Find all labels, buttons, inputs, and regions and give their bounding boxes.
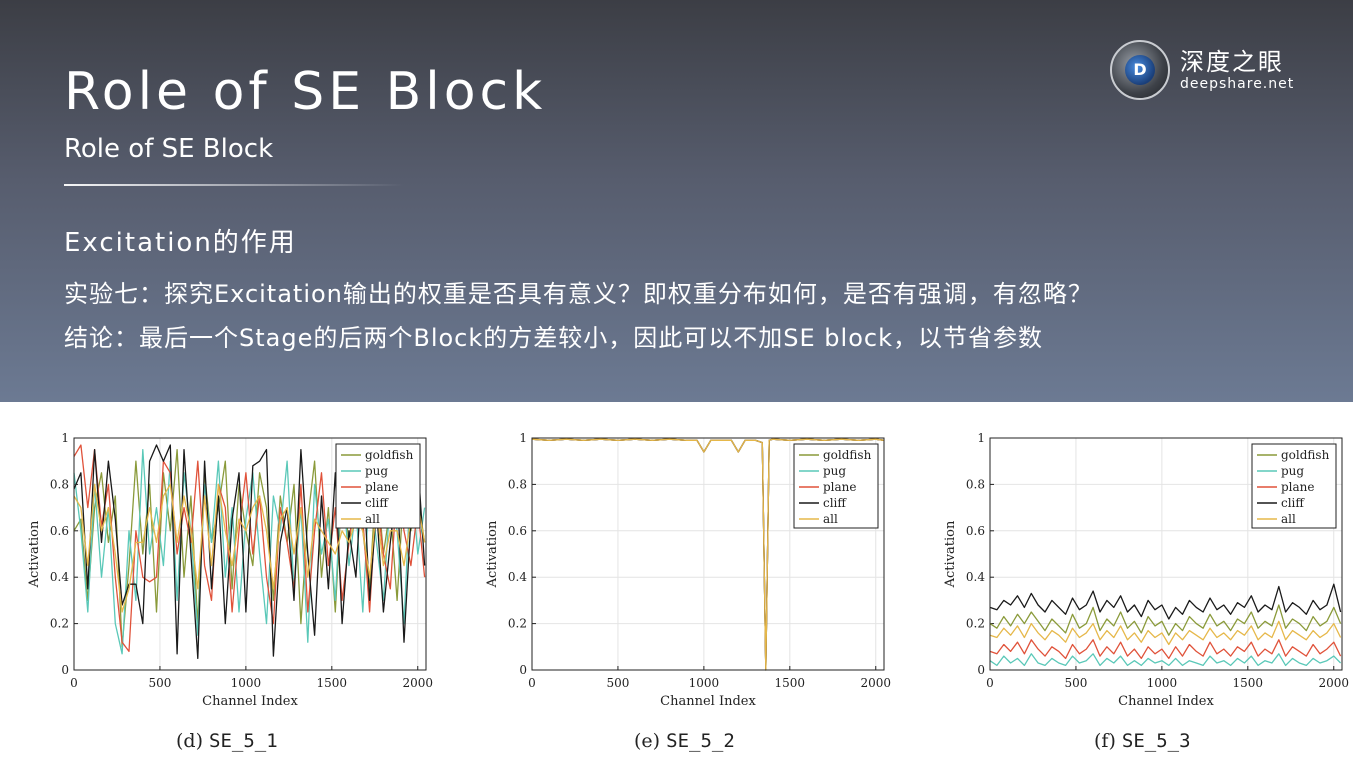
legend-label-plane: plane <box>1281 480 1315 494</box>
caption-se-5-2: (e) SE_5_2 <box>634 730 735 752</box>
x-tick-label: 0 <box>70 676 78 690</box>
y-tick-label: 0.6 <box>508 524 527 538</box>
x-axis-label: Channel Index <box>202 694 298 709</box>
legend-label-plane: plane <box>365 480 399 494</box>
x-tick-label: 0 <box>986 676 994 690</box>
y-tick-label: 0.6 <box>50 524 69 538</box>
x-axis-label: Channel Index <box>660 694 756 709</box>
y-tick-label: 0.2 <box>508 617 527 631</box>
y-tick-label: 1 <box>519 431 527 445</box>
caption-code: SE_5_2 <box>666 730 735 752</box>
y-tick-label: 0.8 <box>966 477 985 491</box>
y-tick-label: 0.8 <box>508 477 527 491</box>
legend-label-goldfish: goldfish <box>365 448 414 462</box>
legend-label-pug: pug <box>365 464 388 478</box>
y-tick-label: 0.8 <box>50 477 69 491</box>
x-tick-label: 2000 <box>860 676 891 690</box>
legend-label-pug: pug <box>823 464 846 478</box>
x-tick-label: 1000 <box>1147 676 1178 690</box>
axes-frame <box>531 437 885 671</box>
caption-se-5-1: (d) SE_5_1 <box>176 730 278 752</box>
caption-code: SE_5_1 <box>209 730 278 752</box>
legend-label-cliff: cliff <box>365 496 389 510</box>
y-tick-label: 1 <box>61 431 69 445</box>
caption-label: (f) <box>1094 730 1116 752</box>
x-tick-label: 2000 <box>402 676 433 690</box>
series-line-cliff <box>73 444 426 660</box>
legend-label-goldfish: goldfish <box>823 448 872 462</box>
series-line-all <box>989 620 1342 646</box>
legend-label-cliff: cliff <box>1281 496 1305 510</box>
series-line-plane <box>73 444 426 653</box>
slide-title: Role of SE Block <box>64 62 547 122</box>
legend-label-all: all <box>1281 512 1296 526</box>
chart-se-5-1: 0 500 1000 1500 2000 0 0.2 0.4 0.6 0.8 1 Channel In… <box>27 431 433 709</box>
caption-se-5-3: (f) SE_5_3 <box>1094 730 1191 752</box>
legend: goldfish pug plane cliff all <box>793 443 879 529</box>
y-tick-label: 0 <box>977 663 985 677</box>
chart-se-5-3: 0 500 1000 1500 2000 0 0.2 0.4 0.6 0.8 1 Channel In… <box>943 431 1349 709</box>
logo-letter: D <box>1125 55 1155 85</box>
y-tick-label: 0.6 <box>966 524 985 538</box>
y-tick-label: 1 <box>977 431 985 445</box>
x-tick-label: 500 <box>1064 676 1087 690</box>
caption-label: (d) <box>176 730 203 752</box>
legend: goldfish pug plane cliff all <box>1251 443 1337 529</box>
legend-label-cliff: cliff <box>823 496 847 510</box>
series-line-plane <box>989 639 1342 660</box>
caption-code: SE_5_3 <box>1121 730 1191 752</box>
legend-label-all: all <box>365 512 380 526</box>
series-line-all <box>73 483 426 613</box>
slide-subtitle: Role of SE Block <box>64 134 274 164</box>
y-tick-label: 0 <box>61 663 69 677</box>
x-tick-label: 2000 <box>1318 676 1349 690</box>
series-line-all <box>531 438 885 671</box>
chart-se-5-2: 0 500 1000 1500 2000 0 0.2 0.4 0.6 0.8 1 Channel In… <box>485 431 891 709</box>
axes-frame <box>73 437 427 671</box>
logo-eye-icon: D <box>1110 40 1170 100</box>
x-tick-label: 1000 <box>231 676 262 690</box>
y-tick-label: 0.2 <box>966 617 985 631</box>
logo: D 深度之眼 deepshare.net <box>1110 38 1310 102</box>
legend-label-pug: pug <box>1281 464 1304 478</box>
y-axis-label: Activation <box>27 520 42 588</box>
x-tick-label: 500 <box>606 676 629 690</box>
slide-header: Role of SE Block Role of SE Block Excita… <box>0 0 1353 402</box>
logo-chinese-name: 深度之眼 <box>1180 48 1284 76</box>
logo-domain: deepshare.net <box>1180 76 1295 92</box>
legend-box <box>793 443 879 529</box>
x-tick-label: 1500 <box>775 676 806 690</box>
y-tick-label: 0.4 <box>50 570 69 584</box>
conclusion-text: 结论：最后一个Stage的后两个Block的方差较小，因此可以不加SE bloc… <box>64 324 1043 352</box>
x-tick-label: 0 <box>528 676 536 690</box>
legend-label-goldfish: goldfish <box>1281 448 1330 462</box>
section-heading: Excitation的作用 <box>64 228 297 258</box>
caption-label: (e) <box>634 730 661 752</box>
y-tick-label: 0.4 <box>508 570 527 584</box>
x-tick-label: 1000 <box>689 676 720 690</box>
title-divider <box>64 184 404 186</box>
legend-label-plane: plane <box>823 480 857 494</box>
axes-frame <box>989 437 1343 671</box>
x-axis-label: Channel Index <box>1118 694 1214 709</box>
series-line-cliff <box>989 583 1342 620</box>
series-line-pug <box>989 653 1342 667</box>
legend-box <box>335 443 421 529</box>
legend: goldfish pug plane cliff all <box>335 443 421 529</box>
x-tick-label: 1500 <box>317 676 348 690</box>
x-tick-label: 500 <box>148 676 171 690</box>
y-tick-label: 0.4 <box>966 570 985 584</box>
y-axis-label: Activation <box>485 520 500 588</box>
legend-box <box>1251 443 1337 529</box>
y-tick-label: 0 <box>519 663 527 677</box>
legend-label-all: all <box>823 512 838 526</box>
experiment-text: 实验七：探究Excitation输出的权重是否具有意义？即权重分布如何，是否有强… <box>64 280 1093 308</box>
y-tick-label: 0.2 <box>50 617 69 631</box>
x-tick-label: 1500 <box>1233 676 1264 690</box>
series-line-goldfish <box>989 604 1342 636</box>
y-axis-label: Activation <box>943 520 958 588</box>
